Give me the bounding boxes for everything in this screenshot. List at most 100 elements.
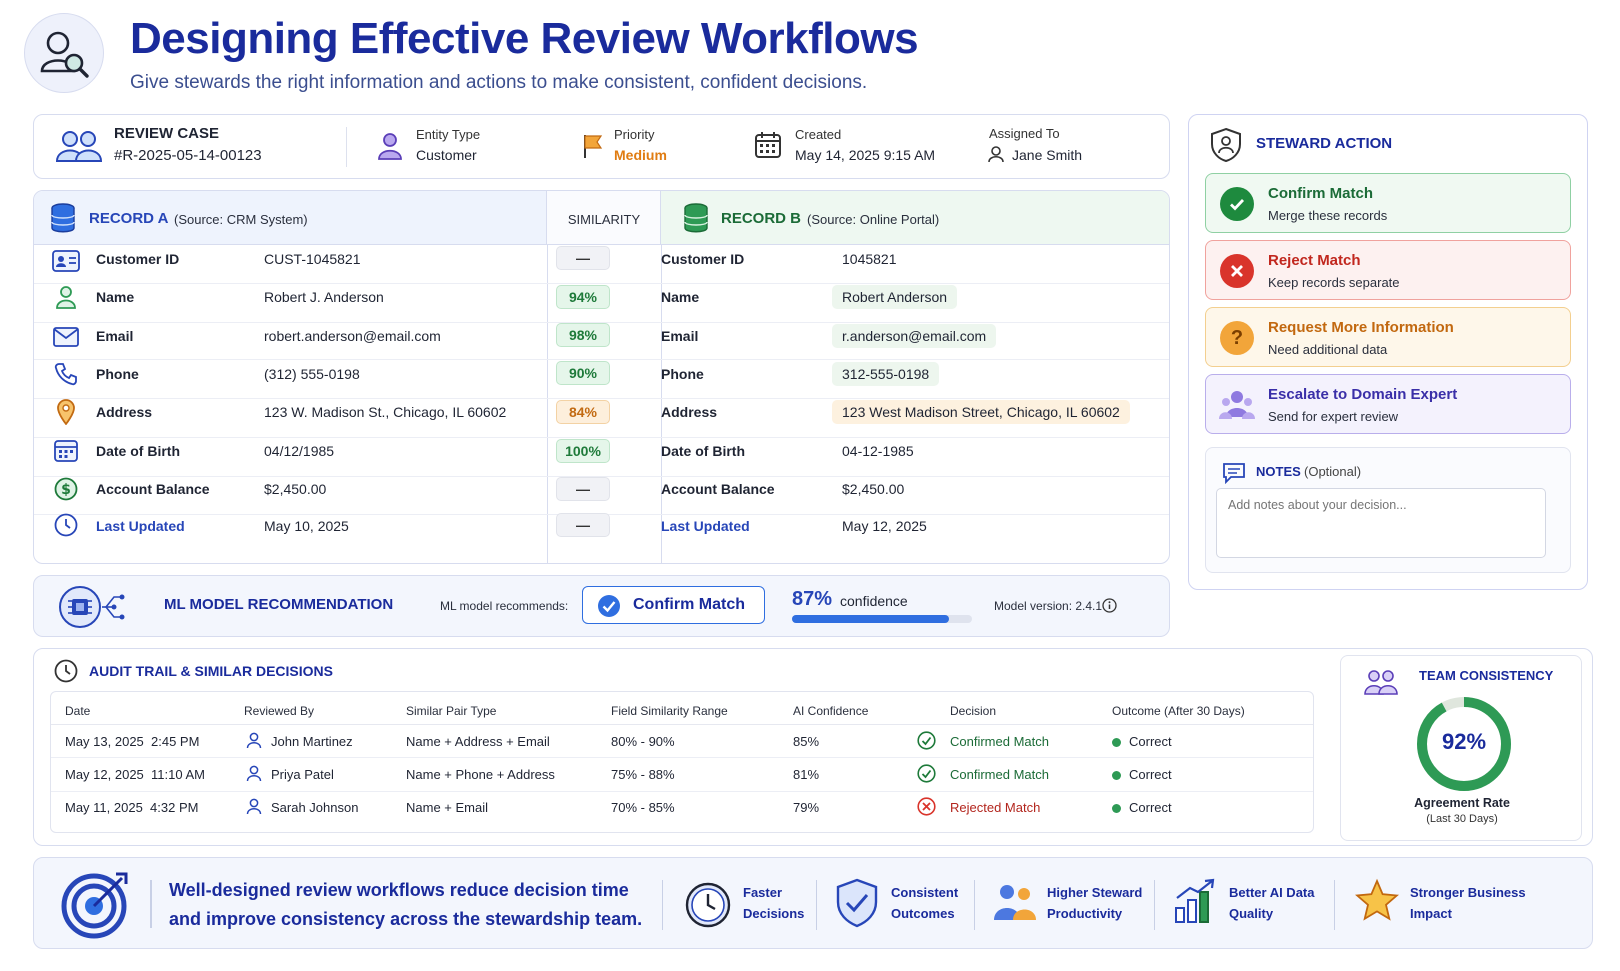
ml-recommendation-button[interactable]: Confirm Match: [582, 586, 765, 624]
audit-outcome: Correct: [1129, 734, 1172, 749]
history-clock-icon: [54, 659, 78, 683]
notes-input[interactable]: [1216, 488, 1546, 558]
field-label: Date of Birth: [661, 443, 745, 459]
action-subtitle: Need additional data: [1268, 342, 1388, 357]
benefit-label: Consistent Outcomes: [891, 885, 959, 921]
footer-message-line: Well-designed review workflows reduce de…: [169, 880, 629, 900]
info-icon[interactable]: [1102, 598, 1117, 613]
column-header: AI Confidence: [793, 704, 869, 718]
ml-confidence-fill: [792, 615, 949, 623]
target-icon: [61, 872, 128, 939]
record-a-value: $2,450.00: [264, 481, 327, 497]
similarity-badge: 84%: [556, 400, 610, 424]
audit-reviewer: John Martinez: [271, 734, 353, 749]
notes-optional: (Optional): [1304, 464, 1362, 479]
stopwatch-icon: [685, 882, 731, 928]
person-icon: [246, 732, 262, 749]
action-title: Confirm Match: [1268, 185, 1373, 202]
field-label: Account Balance: [661, 481, 775, 497]
priority-value: Medium: [614, 147, 667, 163]
steward-action-panel: STEWARD ACTION Confirm Match Merge these…: [1188, 114, 1588, 590]
ml-recommendation-bar: ML MODEL RECOMMENDATION ML model recomme…: [33, 575, 1170, 637]
person-icon: [246, 798, 262, 815]
team-title: TEAM CONSISTENCY: [1419, 668, 1554, 683]
phone-icon: [54, 363, 77, 386]
field-label: Last Updated: [96, 518, 185, 534]
check-circle-icon: [917, 764, 936, 783]
audit-time: 11:10 AM: [151, 767, 205, 782]
status-dot: [1112, 771, 1121, 780]
record-b-value: r.anderson@email.com: [832, 324, 997, 348]
similarity-badge: 100%: [556, 439, 610, 463]
audit-reviewer: Sarah Johnson: [271, 800, 359, 815]
similarity-badge: —: [556, 246, 610, 270]
similarity-badge: 90%: [556, 361, 610, 385]
record-b-title: RECORD B: [721, 210, 802, 227]
page-title: Designing Effective Review Workflows: [130, 14, 919, 63]
footer-banner: Well-designed review workflows reduce de…: [33, 857, 1593, 949]
team-agreement-label: Agreement Rate: [1414, 796, 1510, 810]
team-agreement-sublabel: (Last 30 Days): [1426, 813, 1498, 825]
column-header: Field Similarity Range: [611, 704, 728, 718]
record-b-value: $2,450.00: [842, 481, 905, 497]
assigned-value[interactable]: Jane Smith: [1012, 147, 1083, 163]
ml-model-version: Model version: 2.4.1: [994, 599, 1103, 613]
audit-trail-panel: AUDIT TRAIL & SIMILAR DECISIONS Date Rev…: [33, 648, 1593, 846]
action-subtitle: Send for expert review: [1268, 409, 1399, 424]
similarity-badge: —: [556, 513, 610, 537]
request-info-button[interactable]: ? Request More Information Need addition…: [1205, 307, 1571, 367]
record-a-value: CUST-1045821: [264, 251, 361, 267]
dollar-icon: $: [54, 477, 78, 501]
notes-section: NOTES (Optional): [1205, 447, 1571, 573]
envelope-icon: [53, 327, 79, 347]
table-row: May 13, 2025 2:45 PM: [65, 734, 199, 749]
audit-pair-type: Name + Email: [406, 800, 488, 815]
record-b-value: Robert Anderson: [832, 285, 958, 309]
review-case-id: #R-2025-05-14-00123: [114, 147, 262, 164]
person-icon: [378, 133, 402, 160]
audit-outcome: Correct: [1129, 800, 1172, 815]
audit-time: 2:45 PM: [151, 734, 200, 749]
confirm-match-button[interactable]: Confirm Match Merge these records: [1205, 173, 1571, 233]
record-comparison-panel: RECORD A (Source: CRM System) SIMILARITY…: [33, 190, 1170, 564]
record-a-value: May 10, 2025: [264, 518, 349, 534]
header-logo: [24, 13, 104, 93]
record-b-value: 04-12-1985: [842, 443, 914, 459]
field-label: Last Updated: [661, 518, 750, 534]
audit-pair-type: Name + Phone + Address: [406, 767, 555, 782]
steward-title: STEWARD ACTION: [1256, 135, 1393, 152]
record-a-header: RECORD A (Source: CRM System): [34, 191, 547, 245]
benefit-label: Faster Decisions: [743, 885, 805, 921]
notes-title: NOTES: [1256, 464, 1301, 479]
audit-confidence: 81%: [793, 767, 820, 782]
people-group-icon: [994, 885, 1036, 920]
audit-confidence: 79%: [793, 800, 820, 815]
check-circle-icon: [598, 595, 620, 617]
record-a-value: Robert J. Anderson: [264, 289, 384, 305]
similarity-badge: —: [556, 477, 610, 501]
table-row: May 12, 2025 11:10 AM: [65, 767, 205, 782]
audit-title: AUDIT TRAIL & SIMILAR DECISIONS: [89, 663, 333, 679]
comment-icon: [1223, 463, 1245, 484]
audit-date: May 12, 2025: [65, 767, 144, 782]
record-a-source: (Source: CRM System): [174, 212, 308, 227]
x-circle-icon: [917, 797, 936, 816]
audit-confidence: 85%: [793, 734, 820, 749]
entity-type-label: Entity Type: [416, 127, 481, 142]
footer-message: Well-designed review workflows reduce de…: [169, 876, 642, 934]
similarity-badge: 94%: [556, 285, 610, 309]
person-icon: [246, 765, 262, 782]
ml-confidence-label: confidence: [840, 593, 908, 609]
column-header: Decision: [950, 704, 997, 718]
record-a-value: (312) 555-0198: [264, 366, 360, 382]
agreement-donut: [1417, 697, 1511, 791]
ml-confidence-value: 87%: [792, 588, 833, 610]
escalate-button[interactable]: Escalate to Domain Expert Send for exper…: [1205, 374, 1571, 434]
assigned-label: Assigned To: [989, 126, 1060, 141]
field-label: Customer ID: [96, 251, 180, 267]
reject-match-button[interactable]: Reject Match Keep records separate: [1205, 240, 1571, 300]
bar-chart-growth-icon: [1175, 878, 1215, 923]
record-b-value: 312-555-0198: [832, 362, 940, 386]
record-a-value: robert.anderson@email.com: [264, 328, 441, 344]
audit-date: May 13, 2025: [65, 734, 144, 749]
